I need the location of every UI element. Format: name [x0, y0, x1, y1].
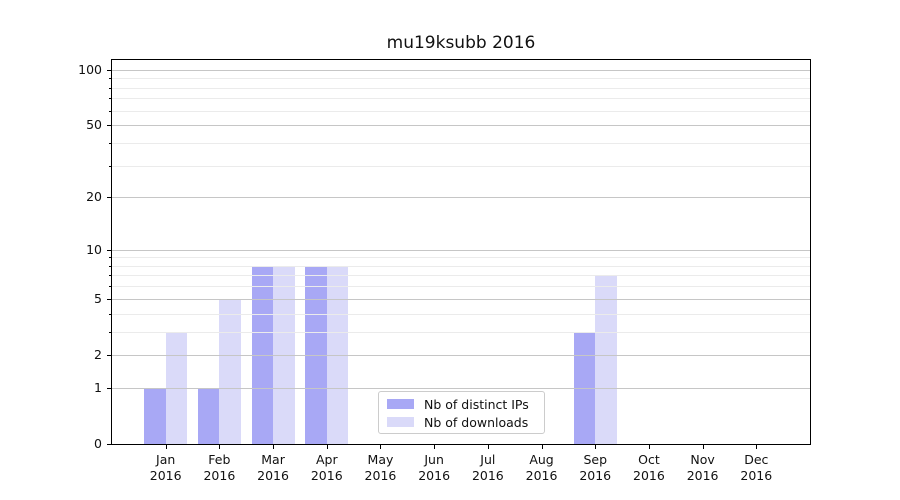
y-minor-tick-mark — [109, 275, 111, 277]
bar-feb-distinct-ips — [197, 387, 220, 444]
minor-gridline — [112, 142, 810, 144]
y-tick-mark — [107, 249, 111, 251]
x-tick-mark — [380, 445, 382, 449]
y-minor-tick-mark — [109, 98, 111, 100]
y-tick-label: 10 — [86, 241, 102, 257]
bars-layer — [112, 60, 810, 444]
x-tick-mark — [487, 445, 489, 449]
y-tick-mark — [107, 354, 111, 356]
y-tick-label: 100 — [78, 61, 102, 77]
legend: Nb of distinct IPs Nb of downloads — [378, 391, 545, 434]
minor-gridline — [112, 110, 810, 112]
grid-layer — [112, 60, 810, 444]
bar-feb-downloads — [219, 298, 241, 444]
plot-area — [111, 59, 811, 445]
bar-jan-downloads — [165, 331, 188, 444]
legend-label: Nb of downloads — [424, 414, 529, 430]
minor-gridline — [112, 275, 810, 277]
y-tick-mark — [107, 387, 111, 389]
x-tick-mark — [273, 445, 275, 449]
x-tick-mark — [326, 445, 328, 449]
y-tick-mark — [107, 125, 111, 127]
x-tick-label: Nov 2016 — [686, 452, 719, 483]
x-tick-label: Apr 2016 — [310, 452, 343, 483]
legend-label: Nb of distinct IPs — [424, 396, 529, 412]
bar-apr-downloads — [326, 265, 349, 444]
major-gridline — [112, 387, 810, 389]
x-tick-label: Mar 2016 — [257, 452, 289, 483]
minor-gridline — [112, 87, 810, 89]
x-tick-mark — [648, 445, 650, 449]
major-gridline — [112, 298, 810, 300]
major-gridline — [112, 249, 810, 251]
y-tick-mark — [107, 197, 111, 199]
major-gridline — [112, 197, 810, 199]
y-tick-label: 0 — [94, 436, 102, 451]
x-tick-label: Dec 2016 — [740, 452, 773, 483]
y-minor-tick-mark — [109, 165, 111, 167]
y-minor-tick-mark — [109, 257, 111, 259]
minor-gridline — [112, 331, 810, 333]
bar-sep-downloads — [595, 275, 617, 444]
x-tick-label: Sep 2016 — [579, 452, 612, 483]
y-tick-label: 1 — [94, 379, 102, 395]
x-tick-label: Oct 2016 — [633, 452, 665, 483]
x-tick-mark — [219, 445, 221, 449]
minor-gridline — [112, 286, 810, 288]
legend-item-downloads: Nb of downloads — [379, 413, 544, 431]
y-tick-label: 2 — [94, 346, 102, 362]
x-tick-label: Aug 2016 — [525, 452, 558, 483]
x-tick-label: Feb 2016 — [203, 452, 236, 483]
y-tick-mark — [107, 69, 111, 71]
y-minor-tick-mark — [109, 331, 111, 333]
x-tick-label: Jul 2016 — [471, 452, 504, 483]
y-minor-tick-mark — [109, 87, 111, 89]
legend-swatch — [387, 417, 414, 427]
major-gridline — [112, 69, 810, 71]
legend-item-distinct-ips: Nb of distinct IPs — [379, 395, 544, 413]
y-minor-tick-mark — [109, 142, 111, 144]
x-tick-mark — [165, 445, 167, 449]
minor-gridline — [112, 165, 810, 167]
y-minor-tick-mark — [109, 313, 111, 315]
y-minor-tick-mark — [109, 286, 111, 288]
y-tick-label: 20 — [86, 189, 102, 205]
y-tick-mark — [107, 444, 111, 445]
chart-title: mu19ksubb 2016 — [386, 33, 536, 53]
x-tick-mark — [595, 445, 597, 449]
minor-gridline — [112, 257, 810, 259]
legend-swatch — [387, 399, 414, 409]
minor-gridline — [112, 98, 810, 100]
bar-jan-distinct-ips — [144, 387, 166, 444]
bar-apr-distinct-ips — [305, 265, 327, 444]
y-minor-tick-mark — [109, 78, 111, 80]
y-tick-label: 50 — [86, 117, 102, 133]
y-minor-tick-mark — [109, 265, 111, 267]
y-tick-mark — [107, 298, 111, 300]
x-tick-mark — [702, 445, 704, 449]
x-tick-mark — [756, 445, 758, 449]
x-tick-mark — [541, 445, 543, 449]
bar-mar-downloads — [273, 265, 295, 444]
bar-sep-distinct-ips — [573, 331, 596, 444]
major-gridline — [112, 354, 810, 356]
x-tick-mark — [434, 445, 436, 449]
x-tick-label: Jun 2016 — [418, 452, 451, 483]
y-tick-label: 5 — [94, 290, 102, 306]
bar-mar-distinct-ips — [251, 265, 274, 444]
minor-gridline — [112, 313, 810, 315]
x-tick-label: Jan 2016 — [149, 452, 182, 483]
major-gridline — [112, 125, 810, 127]
minor-gridline — [112, 265, 810, 267]
minor-gridline — [112, 78, 810, 80]
y-minor-tick-mark — [109, 110, 111, 112]
x-tick-label: May 2016 — [364, 452, 397, 483]
